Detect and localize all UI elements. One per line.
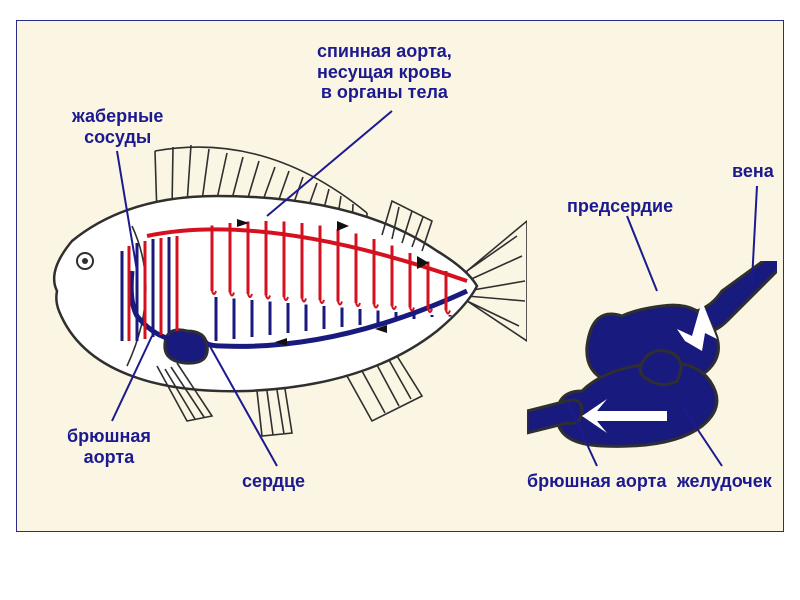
label-vein: вена	[732, 161, 774, 182]
label-ventral-aorta: брюшная аорта	[67, 426, 151, 467]
label-atrium: предсердие	[567, 196, 673, 217]
leader-ventral-aorta	[112, 336, 152, 421]
leader-vein	[752, 186, 757, 281]
label-ventral-aorta2: брюшная аорта	[527, 471, 666, 492]
leader-atrium	[627, 216, 657, 291]
leader-heart	[207, 341, 277, 466]
leader-ventricle	[682, 406, 722, 466]
leader-ventral-aorta2	[567, 401, 597, 466]
label-gill-vessels: жаберные сосуды	[72, 106, 163, 147]
label-ventricle: желудочек	[677, 471, 772, 492]
label-dorsal-aorta: спинная аорта, несущая кровь в органы те…	[317, 41, 452, 103]
leader-dorsal-aorta	[267, 111, 392, 216]
leader-gill-vessels	[117, 151, 137, 271]
diagram-canvas: спинная аорта, несущая кровь в органы те…	[16, 20, 784, 532]
label-heart: сердце	[242, 471, 305, 492]
